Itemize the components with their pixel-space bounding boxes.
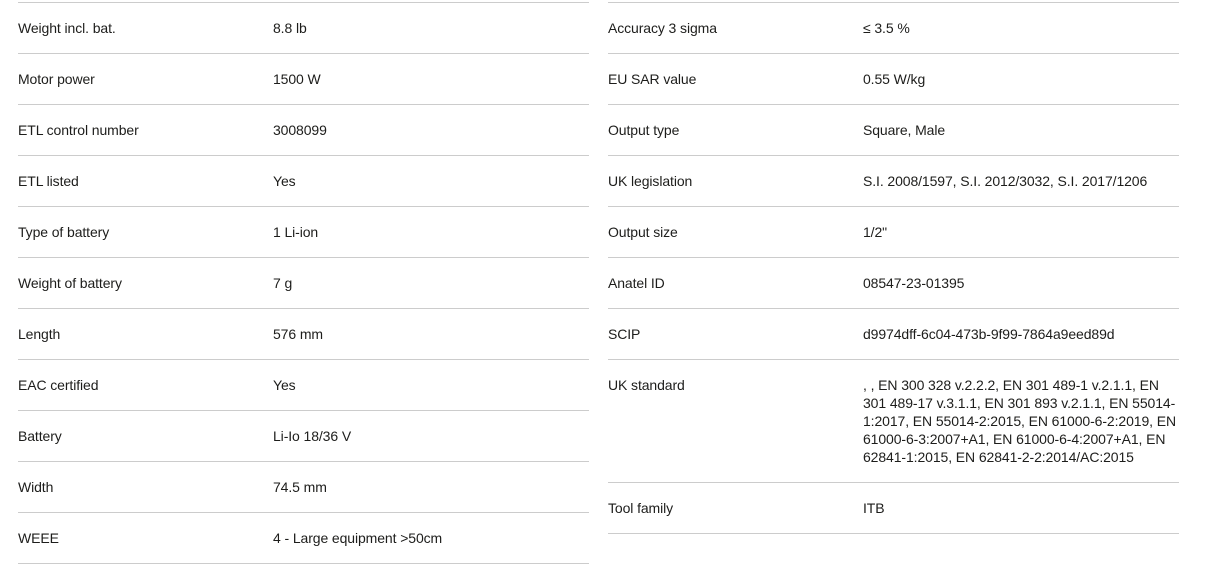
- spec-row: Length 576 mm: [18, 308, 589, 359]
- spec-row: Output type Square, Male: [608, 104, 1179, 155]
- spec-label: Accuracy 3 sigma: [608, 20, 717, 36]
- spec-label: SCIP: [608, 326, 641, 342]
- spec-value: 8.8 lb: [273, 20, 307, 36]
- spec-label: WEEE: [18, 530, 59, 546]
- spec-row: Motor power 1500 W: [18, 53, 589, 104]
- spec-table-left: Weight incl. bat. 8.8 lb Motor power 150…: [18, 2, 589, 564]
- spec-row: Battery Li-Io 18/36 V: [18, 410, 589, 461]
- spec-label: Weight of battery: [18, 275, 122, 291]
- spec-value: ≤ 3.5 %: [863, 20, 910, 36]
- spec-value: 7 g: [273, 275, 293, 291]
- spec-value: 1500 W: [273, 71, 321, 87]
- spec-row: Anatel ID 08547-23-01395: [608, 257, 1179, 308]
- spec-table-right: Accuracy 3 sigma ≤ 3.5 % EU SAR value 0.…: [608, 2, 1179, 534]
- spec-row: EU SAR value 0.55 W/kg: [608, 53, 1179, 104]
- spec-value: 576 mm: [273, 326, 323, 342]
- spec-label: ETL control number: [18, 122, 139, 138]
- spec-label: Motor power: [18, 71, 95, 87]
- spec-row: Width 74.5 mm: [18, 461, 589, 512]
- spec-value: , , EN 300 328 v.2.2.2, EN 301 489-1 v.2…: [863, 377, 1176, 465]
- spec-label: Type of battery: [18, 224, 110, 240]
- spec-row: Weight of battery 7 g: [18, 257, 589, 308]
- spec-label: UK standard: [608, 377, 685, 393]
- spec-label: ETL listed: [18, 173, 79, 189]
- spec-row: WEEE 4 - Large equipment >50cm: [18, 512, 589, 564]
- spec-label: Width: [18, 479, 54, 495]
- spec-value: d9974dff-6c04-473b-9f99-7864a9eed89d: [863, 326, 1115, 342]
- spec-value: Yes: [273, 377, 296, 393]
- spec-value: 4 - Large equipment >50cm: [273, 530, 443, 546]
- spec-value: Yes: [273, 173, 296, 189]
- spec-row: ETL listed Yes: [18, 155, 589, 206]
- spec-row: Type of battery 1 Li-ion: [18, 206, 589, 257]
- spec-value: 3008099: [273, 122, 327, 138]
- spec-value: 1 Li-ion: [273, 224, 319, 240]
- spec-row: SCIP d9974dff-6c04-473b-9f99-7864a9eed89…: [608, 308, 1179, 359]
- spec-row: ETL control number 3008099: [18, 104, 589, 155]
- spec-value: 74.5 mm: [273, 479, 327, 495]
- spec-label: Output type: [608, 122, 680, 138]
- spec-label: EU SAR value: [608, 71, 697, 87]
- spec-label: Tool family: [608, 500, 674, 516]
- spec-row: Weight incl. bat. 8.8 lb: [18, 2, 589, 53]
- spec-label: Anatel ID: [608, 275, 665, 291]
- spec-value: Li-Io 18/36 V: [273, 428, 352, 444]
- spec-label: EAC certified: [18, 377, 99, 393]
- spec-row: UK legislation S.I. 2008/1597, S.I. 2012…: [608, 155, 1179, 206]
- spec-value: 1/2": [863, 224, 888, 240]
- spec-value: 0.55 W/kg: [863, 71, 926, 87]
- spec-label: Battery: [18, 428, 62, 444]
- spec-label: UK legislation: [608, 173, 693, 189]
- spec-row: Accuracy 3 sigma ≤ 3.5 %: [608, 2, 1179, 53]
- spec-value: Square, Male: [863, 122, 946, 138]
- spec-row: UK standard , , EN 300 328 v.2.2.2, EN 3…: [608, 359, 1179, 482]
- spec-value: ITB: [863, 500, 885, 516]
- spec-value: S.I. 2008/1597, S.I. 2012/3032, S.I. 201…: [863, 173, 1148, 189]
- spec-row: EAC certified Yes: [18, 359, 589, 410]
- spec-value: 08547-23-01395: [863, 275, 965, 291]
- spec-row: Tool family ITB: [608, 482, 1179, 534]
- spec-row: Output size 1/2": [608, 206, 1179, 257]
- spec-label: Length: [18, 326, 61, 342]
- spec-label: Weight incl. bat.: [18, 20, 116, 36]
- spec-label: Output size: [608, 224, 678, 240]
